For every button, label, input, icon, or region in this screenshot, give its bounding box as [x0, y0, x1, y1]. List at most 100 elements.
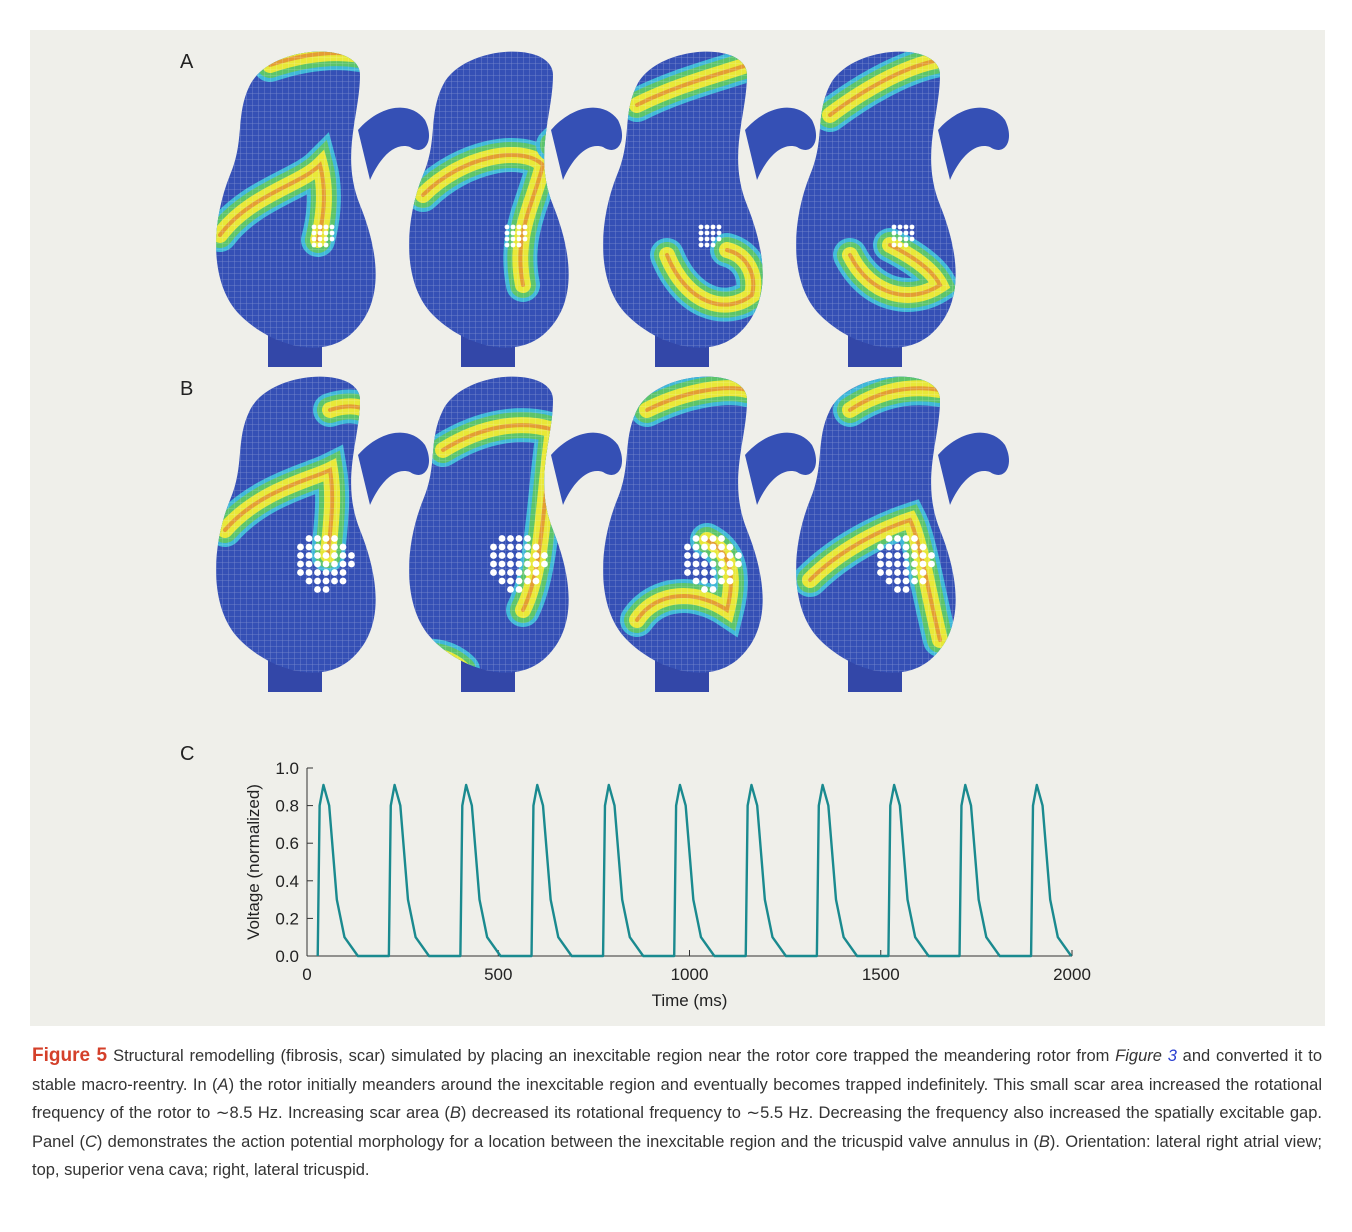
figure-link[interactable]: 3 [1167, 1047, 1177, 1065]
scar-dot [329, 224, 335, 230]
scar-dot [510, 224, 516, 230]
scar-dot [305, 535, 313, 542]
scar-dot [323, 224, 329, 230]
scar-dot [515, 543, 523, 551]
scar-dot [311, 242, 317, 248]
scar-dot [911, 569, 918, 576]
scar-dot [314, 577, 321, 585]
scar-dot [510, 242, 516, 248]
mesh-overlay [216, 51, 376, 348]
scar-dot [331, 535, 338, 542]
scar-dot [297, 569, 304, 576]
scar-dot [323, 236, 329, 242]
scar-dot [701, 535, 708, 542]
y-tick-label: 0.2 [275, 909, 299, 928]
x-tick-label: 2000 [1053, 965, 1091, 984]
scar-dot [314, 535, 321, 542]
scar-dot [692, 535, 700, 542]
scar-dot [314, 560, 321, 568]
scar-dot [515, 586, 523, 593]
scar-dot [701, 560, 708, 568]
scar-dot [314, 586, 321, 593]
scar-dot [709, 543, 717, 551]
scar-dot [903, 242, 909, 248]
scar-dot [710, 224, 716, 230]
scar-dot [909, 236, 915, 242]
scar-dot [704, 236, 710, 242]
scar-dot [716, 224, 722, 230]
heart-model [796, 376, 1010, 692]
scar-dot [902, 543, 910, 551]
scar-dot [919, 552, 927, 559]
scar-dot [698, 224, 704, 230]
scar-dot [522, 224, 528, 230]
scar-dot [314, 543, 321, 551]
scar-dot [516, 236, 522, 242]
panel-label: B [180, 378, 193, 400]
scar-dot [709, 552, 717, 559]
scar-dot [704, 224, 710, 230]
heart-model [796, 51, 1010, 367]
band-inner [409, 647, 471, 673]
scar-dot [323, 230, 329, 236]
scar-dot [331, 577, 338, 585]
scar-dot [339, 577, 347, 585]
y-tick-label: 0.8 [275, 797, 299, 816]
band-mid [409, 642, 476, 673]
heart-appendage [745, 107, 817, 180]
scar-dot [718, 535, 725, 542]
scar-dot [311, 236, 317, 242]
scar-dot [701, 552, 708, 559]
scar-dot [322, 535, 330, 542]
scar-dot [532, 569, 540, 576]
band-outer [409, 638, 480, 673]
scar-dot [701, 577, 708, 585]
y-tick-label: 0.4 [275, 872, 299, 891]
figure-label: Figure 5 [32, 1045, 108, 1066]
scar-dot [510, 236, 516, 242]
scar-dot [516, 224, 522, 230]
scar-dot [709, 535, 717, 542]
scar-dot [885, 560, 893, 568]
scar-dot [902, 535, 910, 542]
scar-dot [305, 577, 313, 585]
heart-appendage [938, 432, 1010, 505]
heart-model [409, 376, 623, 692]
scar-dot [322, 577, 330, 585]
scar-dot [504, 224, 510, 230]
caption-text: ) the rotor initially meanders around th… [32, 1075, 1322, 1123]
mesh-overlay [603, 51, 763, 348]
scar-dot [710, 230, 716, 236]
scar-dot [331, 560, 338, 568]
scar-dot [323, 242, 329, 248]
scar-dot [314, 569, 321, 576]
x-tick-label: 0 [302, 965, 311, 984]
scar-dot [902, 586, 910, 593]
scar-dot [311, 224, 317, 230]
scar-dot [726, 569, 734, 576]
scar-dot [692, 552, 700, 559]
scar-dot [701, 543, 708, 551]
scar-dot [735, 560, 742, 568]
scar-dot [297, 543, 304, 551]
heart-model [216, 376, 430, 692]
scar-dot [897, 236, 903, 242]
scar-dot [507, 543, 514, 551]
scar-dot [305, 569, 313, 576]
scar-dot [718, 543, 725, 551]
y-tick-label: 0.6 [275, 834, 299, 853]
heart-appendage [551, 107, 623, 180]
caption-text: C [84, 1132, 97, 1151]
caption-text: ) demonstrates the action potential morp… [96, 1132, 1039, 1151]
scar-dot [726, 560, 734, 568]
scar-dot [726, 577, 734, 585]
scar-dot [524, 577, 531, 585]
scar-dot [515, 560, 523, 568]
mesh-overlay [796, 51, 956, 348]
scar-dot [885, 543, 893, 551]
scar-dot [692, 577, 700, 585]
scar-dot [877, 543, 884, 551]
scar-dot [894, 552, 901, 559]
scar-dot [710, 242, 716, 248]
